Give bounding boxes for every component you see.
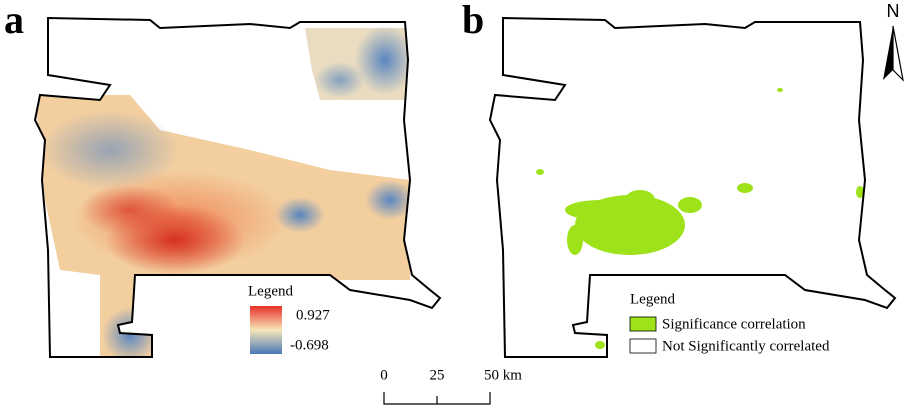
legend-title: Legend [630, 291, 675, 307]
legend-swatch [629, 316, 657, 332]
significance-raster [536, 88, 864, 349]
panel-b: b Legend Significance correlation Not Si… [462, 0, 896, 358]
legend-min: -0.698 [290, 337, 329, 353]
north-arrow: N [883, 1, 904, 82]
region-fill [490, 18, 895, 357]
legend-max: 0.927 [296, 307, 330, 323]
panel-label: b [462, 0, 484, 42]
panel-label: a [4, 0, 24, 42]
legend-title: Legend [248, 283, 293, 299]
north-label: N [887, 1, 900, 21]
scale-label: 0 [380, 367, 388, 383]
panel-a: a Legend 0.927 -0.698 [4, 0, 441, 358]
correlation-raster [35, 25, 415, 357]
legend-swatch [629, 338, 657, 354]
scale-bar: 0 25 50 km [380, 367, 522, 405]
legend-item: Significance correlation [662, 316, 806, 332]
legend-ramp [250, 306, 282, 354]
legend-item: Not Significantly correlated [662, 338, 830, 354]
scale-label: 25 [430, 367, 445, 383]
scale-label: 50 km [484, 367, 522, 383]
